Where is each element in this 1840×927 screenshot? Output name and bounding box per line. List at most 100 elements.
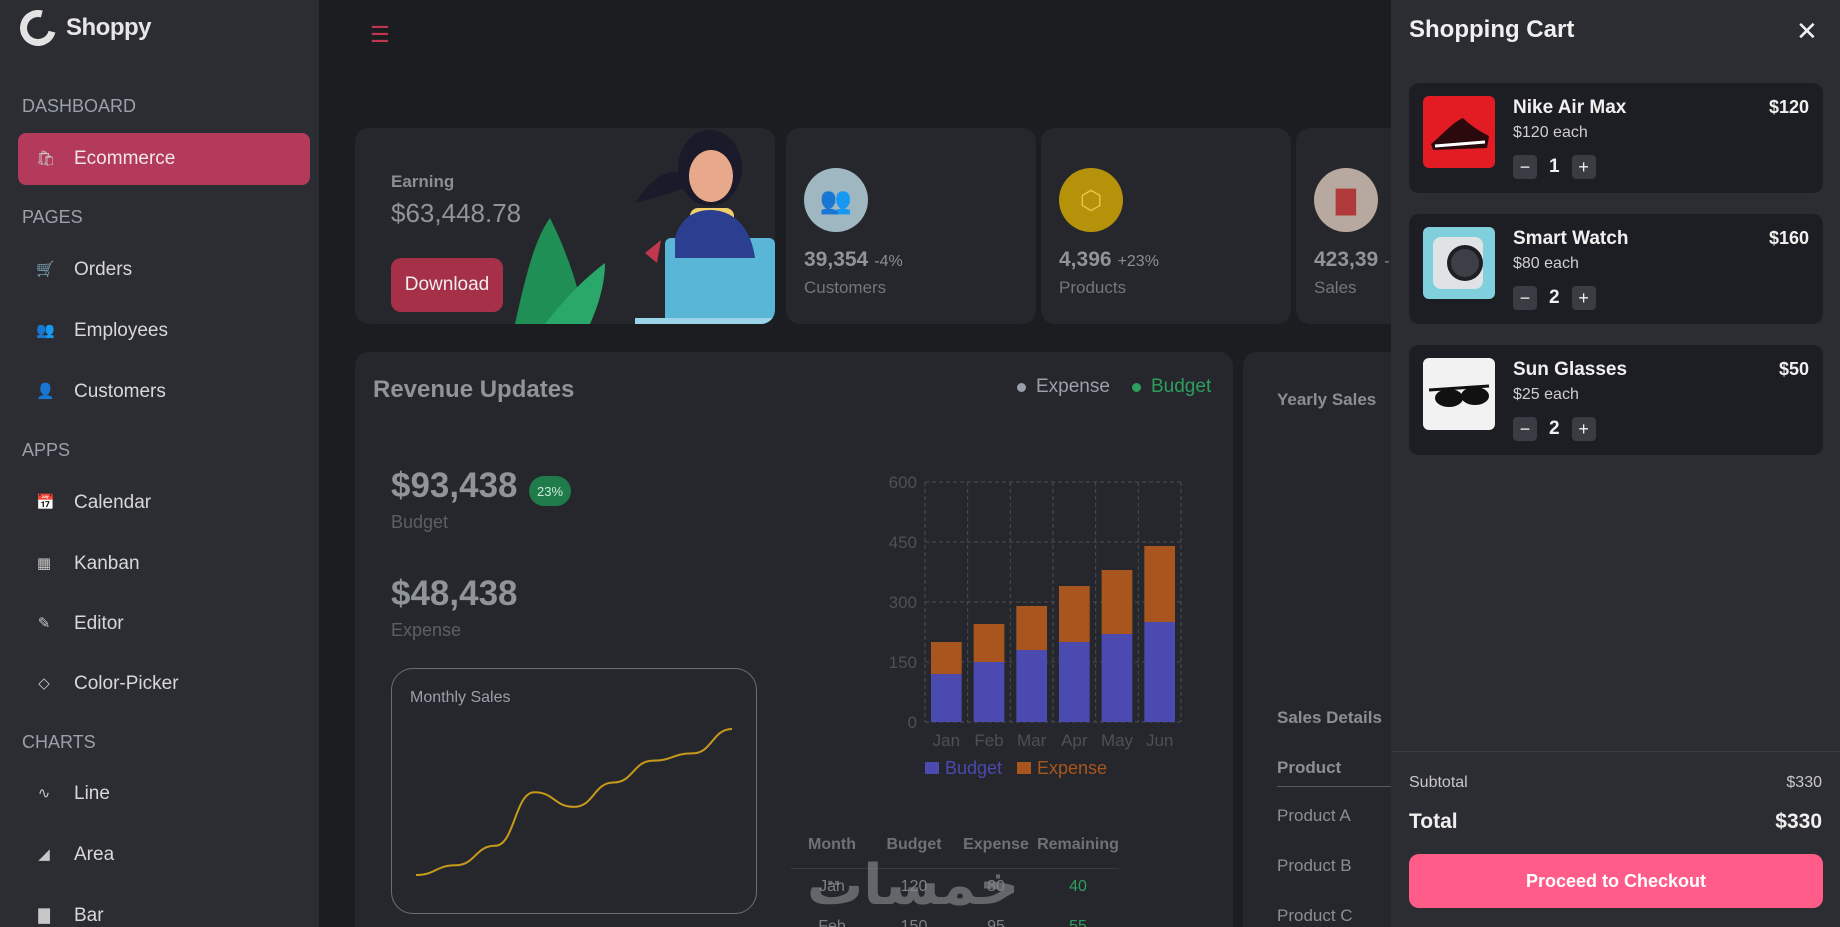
sidebar-item-ecommerce[interactable]: 🛍 Ecommerce <box>18 133 310 185</box>
earning-label: Earning <box>391 172 455 191</box>
increase-quantity-button[interactable]: + <box>1571 417 1596 441</box>
item-price: $120 <box>1768 97 1809 117</box>
legend-expense: Expense <box>1017 376 1110 398</box>
decrease-quantity-button[interactable]: − <box>1513 286 1537 310</box>
table-cell: 150 <box>900 918 928 927</box>
table-cell: Feb <box>818 918 846 927</box>
shopping-bag-icon: 🛍 <box>36 150 56 167</box>
sidebar: Shoppy DASHBOARD 🛍 Ecommerce PAGES 🛒 Ord… <box>0 0 319 927</box>
bar-expense <box>930 642 962 674</box>
sidebar-item-label: Calendar <box>74 492 152 513</box>
legend-budget: Budget <box>1132 376 1211 398</box>
sidebar-item-color-picker[interactable]: ◇ Color-Picker <box>18 658 310 710</box>
increase-quantity-button[interactable]: + <box>1571 286 1596 310</box>
legend-label: Budget <box>1151 376 1212 397</box>
item-unit-price: $25 each <box>1513 386 1579 403</box>
customers-icon: 👤 <box>36 383 55 400</box>
sidebar-item-line[interactable]: ∿ Line <box>18 768 310 820</box>
expense-value: $48,438 <box>391 574 518 613</box>
cart-item: Sun Glasses $25 each $50 − 2 + <box>1409 345 1823 455</box>
nav-section-dashboard: DASHBOARD <box>22 96 137 116</box>
sidebar-item-label: Customers <box>74 381 166 402</box>
brand-logo-icon <box>13 3 63 53</box>
brand-name: Shoppy <box>66 14 152 41</box>
x-tick-label: Feb <box>974 731 1003 750</box>
nav-section-apps: APPS <box>22 440 71 460</box>
bar-expense <box>1144 546 1176 622</box>
table-header-cell: Remaining <box>1037 836 1119 853</box>
y-tick-label: 0 <box>908 713 917 732</box>
monthly-sales-title: Monthly Sales <box>410 689 511 706</box>
sidebar-item-label: Editor <box>74 613 124 634</box>
table-header-cell: Budget <box>886 836 942 853</box>
sidebar-item-customers[interactable]: 👤 Customers <box>18 366 310 418</box>
sidebar-item-editor[interactable]: ✎ Editor <box>18 598 310 650</box>
download-button[interactable]: Download <box>391 258 503 312</box>
product-row: Product A <box>1277 806 1351 825</box>
sneaker-icon <box>1423 96 1495 168</box>
editor-icon: ✎ <box>37 615 51 632</box>
legend-swatch <box>1017 762 1031 774</box>
monthly-sales-chart <box>415 728 733 876</box>
table-row: Jan 120 80 40 <box>791 878 1119 896</box>
calendar-icon: 📅 <box>36 494 55 511</box>
sidebar-item-kanban[interactable]: ▦ Kanban <box>18 538 310 590</box>
bar-expense <box>973 624 1005 662</box>
checkout-button[interactable]: Proceed to Checkout <box>1409 854 1823 908</box>
y-tick-label: 450 <box>889 533 917 552</box>
revenue-card: Revenue Updates Expense Budget $93,438 2… <box>355 352 1233 927</box>
revenue-title: Revenue Updates <box>373 376 575 403</box>
x-tick-label: Jun <box>1146 731 1173 750</box>
quantity-value: 2 <box>1549 287 1560 308</box>
sidebar-item-orders[interactable]: 🛒 Orders <box>18 244 310 296</box>
close-cart-button[interactable]: ✕ <box>1796 16 1818 47</box>
budget-label: Budget <box>391 512 449 532</box>
bar-expense <box>1016 606 1048 650</box>
sidebar-item-label: Bar <box>74 905 104 926</box>
stat-label: Customers <box>804 278 887 297</box>
earning-illustration <box>515 130 775 324</box>
sidebar-item-employees[interactable]: 👥 Employees <box>18 305 310 357</box>
stat-value: 423,39- <box>1314 248 1390 271</box>
stat-label: Products <box>1059 278 1127 297</box>
item-price: $50 <box>1778 359 1809 379</box>
watch-icon <box>1423 227 1495 299</box>
menu-toggle-button[interactable]: ☰ <box>370 22 390 48</box>
total-value: $330 <box>1775 810 1822 833</box>
close-icon: ✕ <box>1796 16 1818 46</box>
item-unit-price: $80 each <box>1513 255 1579 272</box>
sidebar-item-label: Ecommerce <box>74 148 176 169</box>
sidebar-item-calendar[interactable]: 📅 Calendar <box>18 477 310 529</box>
brand[interactable]: Shoppy <box>13 3 152 53</box>
earning-card: Earning $63,448.78 Download <box>355 128 775 324</box>
quantity-stepper: − 2 + <box>1513 286 1596 310</box>
table-cell: 80 <box>987 878 1005 895</box>
stat-card-products: ⬡ 4,396 +23% Products <box>1041 128 1291 324</box>
monthly-sales-line <box>415 728 733 876</box>
decrease-quantity-button[interactable]: − <box>1513 155 1537 179</box>
kanban-icon: ▦ <box>36 555 52 572</box>
legend-label: Expense <box>1036 376 1110 397</box>
bar-budget <box>1101 634 1133 722</box>
cart-footer: Subtotal $330 Total $330 Proceed to Chec… <box>1391 751 1840 927</box>
sunglasses-icon <box>1423 358 1495 430</box>
budget-badge: 23% <box>529 476 571 506</box>
increase-quantity-button[interactable]: + <box>1571 155 1596 179</box>
sidebar-item-bar[interactable]: ▇ Bar <box>18 890 310 927</box>
sidebar-item-area[interactable]: ◢ Area <box>18 829 310 881</box>
x-tick-label: Mar <box>1017 731 1047 750</box>
cart-icon: 🛒 <box>36 261 55 278</box>
sidebar-item-label: Kanban <box>74 553 140 574</box>
hamburger-icon: ☰ <box>370 22 390 47</box>
sales-details-title: Sales Details <box>1277 708 1382 727</box>
bar-budget <box>1058 642 1090 722</box>
table-cell: Jan <box>819 878 845 895</box>
decrease-quantity-button[interactable]: − <box>1513 417 1537 441</box>
total-label: Total <box>1409 810 1458 833</box>
subtotal-label: Subtotal <box>1409 774 1468 791</box>
table-divider <box>791 868 1119 869</box>
bar-chart-icon: ▇ <box>38 907 50 924</box>
legend-swatch <box>925 762 939 774</box>
bar-budget <box>1016 650 1048 722</box>
